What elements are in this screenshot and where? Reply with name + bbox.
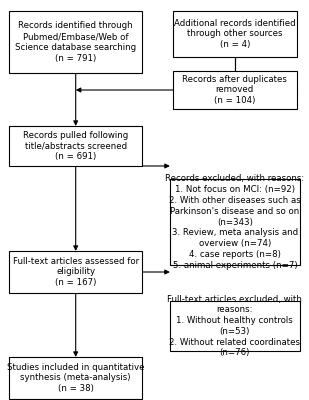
- Text: Records pulled following
title/abstracts screened
(n = 691): Records pulled following title/abstracts…: [23, 131, 128, 161]
- FancyBboxPatch shape: [9, 357, 142, 399]
- Text: Full-text articles assessed for
eligibility
(n = 167): Full-text articles assessed for eligibil…: [13, 257, 139, 287]
- FancyBboxPatch shape: [170, 179, 300, 265]
- FancyBboxPatch shape: [9, 11, 142, 73]
- FancyBboxPatch shape: [170, 301, 300, 351]
- Text: Additional records identified
through other sources
(n = 4): Additional records identified through ot…: [174, 19, 296, 49]
- Text: Full-text articles excluded, with
reasons:
1. Without healthy controls
(n=53)
2.: Full-text articles excluded, with reason…: [167, 295, 302, 357]
- Text: Studies included in quantitative
synthesis (meta-analysis)
(n = 38): Studies included in quantitative synthes…: [7, 363, 144, 393]
- Text: Records after duplicates
removed
(n = 104): Records after duplicates removed (n = 10…: [182, 75, 287, 105]
- FancyBboxPatch shape: [9, 126, 142, 166]
- Text: Records identified through
Pubmed/Embase/Web of
Science database searching
(n = : Records identified through Pubmed/Embase…: [15, 21, 136, 63]
- FancyBboxPatch shape: [173, 11, 297, 57]
- FancyBboxPatch shape: [9, 251, 142, 293]
- Text: Records excluded, with reasons:
1. Not focus on MCI: (n=92)
2. With other diseas: Records excluded, with reasons: 1. Not f…: [165, 174, 304, 270]
- FancyBboxPatch shape: [173, 71, 297, 109]
